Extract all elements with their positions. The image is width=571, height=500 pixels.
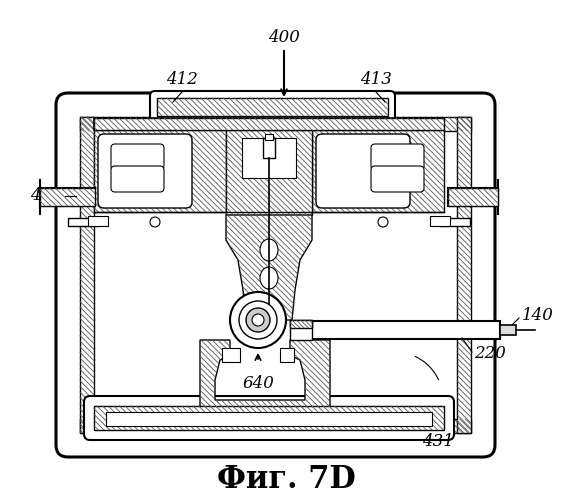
Bar <box>448 188 498 206</box>
Bar <box>242 138 296 178</box>
Bar <box>448 188 498 206</box>
Text: Фиг. 7D: Фиг. 7D <box>216 464 355 496</box>
FancyBboxPatch shape <box>111 166 164 192</box>
Bar <box>263 138 275 158</box>
Bar <box>94 118 444 130</box>
Circle shape <box>252 314 264 326</box>
Bar <box>265 134 273 140</box>
Bar <box>80 419 471 433</box>
Ellipse shape <box>260 239 278 261</box>
Bar <box>457 117 471 433</box>
Text: 140: 140 <box>522 308 554 324</box>
Bar <box>500 325 516 335</box>
FancyBboxPatch shape <box>150 91 395 123</box>
Polygon shape <box>200 340 330 408</box>
FancyBboxPatch shape <box>371 144 424 170</box>
Bar <box>295 321 500 339</box>
Text: 220: 220 <box>474 346 506 362</box>
Bar <box>106 412 432 426</box>
Bar <box>80 117 471 131</box>
Circle shape <box>378 217 388 227</box>
Circle shape <box>246 308 270 332</box>
Bar <box>94 118 444 130</box>
Circle shape <box>230 292 286 348</box>
Ellipse shape <box>260 267 278 289</box>
Circle shape <box>150 217 160 227</box>
Bar <box>80 117 94 433</box>
Bar <box>290 320 312 328</box>
Bar <box>157 98 388 116</box>
Text: 413: 413 <box>360 71 392 88</box>
Bar <box>94 406 444 430</box>
Text: 412: 412 <box>166 71 198 88</box>
Bar <box>430 216 450 226</box>
Bar <box>290 320 312 340</box>
Bar <box>94 130 226 212</box>
Bar <box>222 348 240 362</box>
Text: 400: 400 <box>268 30 300 46</box>
Bar <box>226 130 312 215</box>
Text: 411: 411 <box>30 188 62 204</box>
Polygon shape <box>226 215 312 320</box>
Bar <box>440 218 470 226</box>
FancyBboxPatch shape <box>316 134 410 208</box>
Bar <box>88 216 108 226</box>
FancyBboxPatch shape <box>111 144 164 170</box>
Bar <box>68 218 98 226</box>
FancyBboxPatch shape <box>371 166 424 192</box>
Circle shape <box>239 301 277 339</box>
Bar <box>40 188 95 206</box>
FancyBboxPatch shape <box>98 134 192 208</box>
Text: 640: 640 <box>242 375 274 392</box>
FancyBboxPatch shape <box>84 396 454 440</box>
Bar <box>312 130 444 212</box>
Bar <box>280 348 294 362</box>
FancyBboxPatch shape <box>56 93 495 457</box>
Bar <box>40 188 95 206</box>
Text: 431: 431 <box>422 434 454 450</box>
